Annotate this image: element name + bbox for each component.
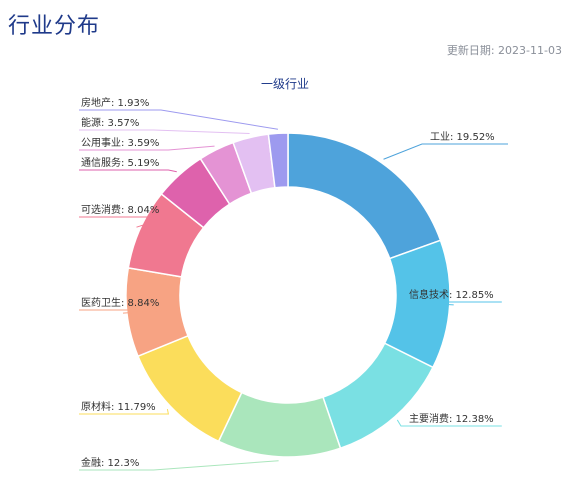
slice-label-5: 医药卫生: 8.84% — [81, 296, 159, 309]
leader-line-6 — [79, 216, 169, 228]
slice-4[interactable] — [137, 334, 243, 443]
slice-10[interactable] — [267, 132, 289, 189]
leader-line-2 — [396, 419, 502, 427]
slice-label-2: 主要消费: 12.38% — [409, 412, 494, 425]
leader-line-4 — [79, 408, 170, 415]
slice-label-8: 公用事业: 3.59% — [81, 136, 159, 149]
slice-label-1: 信息技术: 12.85% — [409, 288, 494, 301]
page-title: 行业分布 — [8, 14, 101, 39]
leader-line-7 — [79, 169, 177, 173]
slice-label-3: 金融: 12.3% — [81, 456, 139, 469]
leader-line-1 — [400, 301, 502, 306]
update-date: 更新日期: 2023-11-03 — [446, 44, 562, 57]
leader-line-10 — [79, 109, 279, 130]
slice-label-0: 工业: 19.52% — [430, 131, 495, 143]
leader-line-5 — [79, 309, 169, 314]
slice-2[interactable] — [322, 342, 434, 450]
slice-label-9: 能源: 3.57% — [81, 116, 139, 129]
slice-label-4: 原材料: 11.79% — [81, 400, 156, 413]
chart-title: 一级行业 — [260, 77, 309, 91]
slice-label-7: 通信服务: 5.19% — [81, 156, 159, 169]
leader-line-3 — [79, 460, 279, 471]
leader-line-9 — [79, 129, 250, 135]
slice-label-6: 可选消费: 8.04% — [81, 203, 159, 216]
leader-line-8 — [79, 145, 215, 151]
slice-0[interactable] — [287, 132, 442, 260]
leader-line-0 — [383, 143, 508, 160]
slice-label-10: 房地产: 1.93% — [81, 96, 149, 109]
